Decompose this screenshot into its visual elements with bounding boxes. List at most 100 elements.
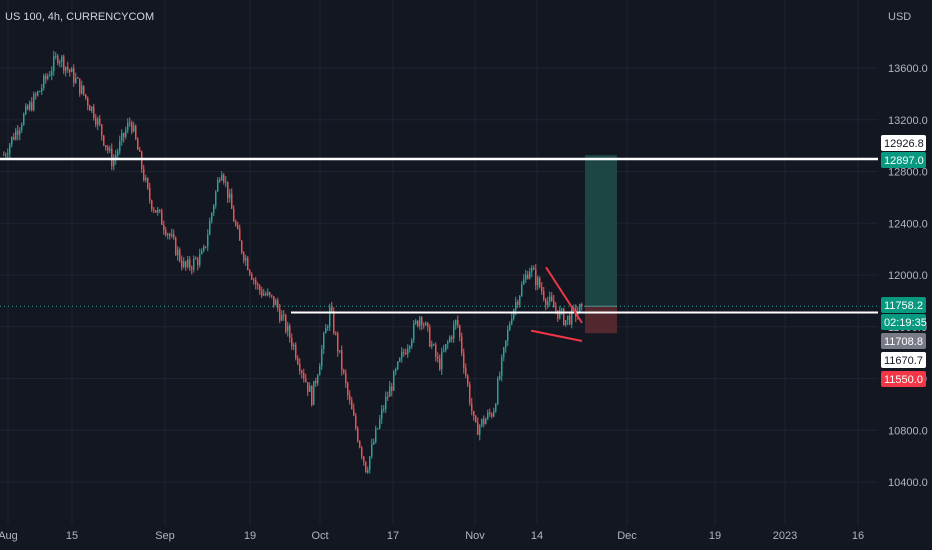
candle-body <box>393 371 395 391</box>
candle-body <box>383 408 385 410</box>
candle-body <box>201 250 203 255</box>
y-tick-label: 12400.0 <box>888 218 928 230</box>
candle-body <box>435 344 437 357</box>
candle-body <box>105 145 107 148</box>
candle-body <box>419 317 421 327</box>
candle-body <box>403 351 405 353</box>
candle-body <box>221 174 223 181</box>
candle-body <box>317 375 319 384</box>
candle-body <box>295 344 297 359</box>
x-tick-label: Sep <box>155 530 175 542</box>
candle-body <box>81 85 83 94</box>
candle-body <box>289 325 291 339</box>
candle-body <box>117 151 119 156</box>
x-tick-label: 19 <box>244 530 256 542</box>
candle-body <box>263 293 265 296</box>
x-tick-label: Oct <box>311 530 328 542</box>
candle-body <box>159 209 161 211</box>
candle-body <box>125 130 127 137</box>
candle-body <box>97 118 99 125</box>
candle-body <box>113 159 115 167</box>
candle-body <box>493 411 495 417</box>
candle-body <box>247 258 249 270</box>
candle-body <box>303 372 305 379</box>
candle-body <box>207 234 209 247</box>
candle-body <box>85 94 87 99</box>
candle-body <box>121 133 123 141</box>
candle-body <box>7 153 9 155</box>
candle-body <box>377 428 379 430</box>
y-tick-label: 13200.0 <box>888 115 928 127</box>
candle-body <box>145 178 147 181</box>
candle-body <box>181 260 183 267</box>
candle-body <box>91 106 93 111</box>
price-tag-bg <box>881 371 926 387</box>
candle-body <box>541 287 543 292</box>
candle-body <box>381 409 383 419</box>
candle-body <box>11 136 13 145</box>
upper-trendline[interactable] <box>545 266 583 324</box>
candle-body <box>37 91 39 96</box>
candle-body <box>515 302 517 310</box>
candle-body <box>281 314 283 321</box>
candle-body <box>69 69 71 73</box>
candle-body <box>429 326 431 347</box>
price-tag: 12926.8 <box>881 135 926 151</box>
candle-body <box>469 384 471 404</box>
candle-body <box>433 344 435 346</box>
candle-body <box>257 284 259 286</box>
candle-body <box>511 318 513 325</box>
price-tag-bg <box>881 297 926 313</box>
price-tag-label: 11758.2 <box>884 300 923 312</box>
candle-body <box>535 269 537 286</box>
candle-body <box>225 181 227 183</box>
candle-body <box>411 339 413 347</box>
lower-trendline[interactable] <box>530 329 583 342</box>
candle-body <box>329 307 331 327</box>
candle-body <box>327 326 329 328</box>
candle-body <box>407 348 409 355</box>
candle-body <box>553 300 555 308</box>
candle-body <box>279 308 281 321</box>
price-tag-bg <box>881 352 926 368</box>
candle-body <box>499 375 501 379</box>
candle-body <box>73 68 75 83</box>
candle-body <box>89 105 91 111</box>
candle-body <box>249 269 251 275</box>
price-tag-label: 12926.8 <box>884 138 924 150</box>
candle-body <box>47 75 49 79</box>
candle-body <box>577 312 579 317</box>
price-axis[interactable]: 13600.013200.012800.012400.012000.011600… <box>881 63 928 489</box>
candle-body <box>581 303 583 307</box>
candle-body <box>71 68 73 73</box>
candle-body <box>227 181 229 199</box>
candle-body <box>83 85 85 95</box>
candle-body <box>509 324 511 330</box>
candle-body <box>273 296 275 306</box>
time-axis[interactable]: Aug 15 Sep 19 Oct 17 Nov 14 Dec 19 2023 16 <box>0 530 864 542</box>
candle-body <box>267 292 269 296</box>
candle-body <box>479 425 481 435</box>
candle-body <box>355 415 357 429</box>
candle-body <box>187 259 189 267</box>
candle-body <box>175 237 177 256</box>
candle-body <box>65 66 67 71</box>
candle-body <box>29 102 31 110</box>
candle-body <box>387 396 389 398</box>
candle-body <box>143 169 145 181</box>
candle-body <box>399 358 401 362</box>
candle-body <box>529 271 531 279</box>
candle-body <box>139 149 141 152</box>
candle-body <box>35 94 37 96</box>
candle-body <box>503 347 505 358</box>
candle-body <box>339 350 341 352</box>
candle-body <box>101 124 103 136</box>
candle-body <box>229 193 231 199</box>
candle-body <box>445 344 447 351</box>
candle-body <box>463 353 465 369</box>
candle-body <box>481 419 483 426</box>
candle-body <box>77 77 79 79</box>
price-tag: 11550.0 <box>881 371 926 387</box>
